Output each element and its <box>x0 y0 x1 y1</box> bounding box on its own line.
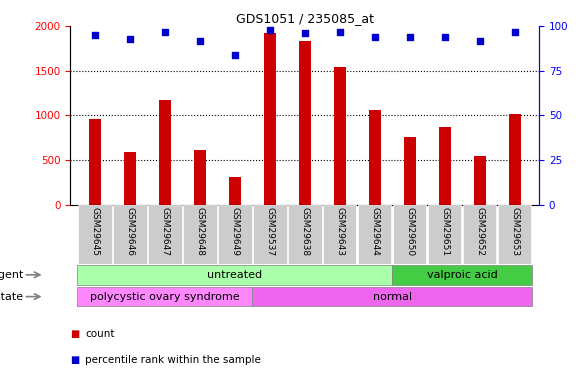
FancyBboxPatch shape <box>463 204 496 264</box>
FancyBboxPatch shape <box>498 204 532 264</box>
Point <box>195 38 205 44</box>
Point <box>300 30 309 36</box>
Text: ■: ■ <box>70 355 80 365</box>
FancyBboxPatch shape <box>77 265 392 285</box>
Point <box>370 34 379 40</box>
Point <box>405 34 414 40</box>
Text: GSM29646: GSM29646 <box>125 207 134 256</box>
Point <box>265 27 274 33</box>
Bar <box>159 100 171 204</box>
Text: normal: normal <box>373 292 412 302</box>
Point <box>440 34 449 40</box>
Text: untreated: untreated <box>207 270 263 280</box>
Bar <box>229 177 241 204</box>
Text: ■: ■ <box>70 329 80 339</box>
Point <box>510 28 519 34</box>
Bar <box>124 152 136 204</box>
FancyBboxPatch shape <box>288 204 322 264</box>
Text: GSM29651: GSM29651 <box>440 207 449 256</box>
FancyBboxPatch shape <box>183 204 217 264</box>
Text: agent: agent <box>0 270 23 280</box>
Text: disease state: disease state <box>0 292 23 302</box>
Point <box>90 32 100 38</box>
Text: GSM29644: GSM29644 <box>370 207 379 256</box>
FancyBboxPatch shape <box>392 265 532 285</box>
Bar <box>404 137 416 204</box>
Bar <box>264 33 276 204</box>
Bar <box>333 67 346 204</box>
FancyBboxPatch shape <box>358 204 391 264</box>
Bar <box>193 150 206 204</box>
FancyBboxPatch shape <box>218 204 251 264</box>
Text: percentile rank within the sample: percentile rank within the sample <box>85 355 261 365</box>
Text: GSM29648: GSM29648 <box>195 207 205 256</box>
FancyBboxPatch shape <box>148 204 182 264</box>
Text: GSM29649: GSM29649 <box>230 207 239 256</box>
Text: GSM29643: GSM29643 <box>335 207 344 256</box>
Text: GSM29537: GSM29537 <box>265 207 274 256</box>
Text: GSM29650: GSM29650 <box>405 207 414 256</box>
Text: count: count <box>85 329 114 339</box>
Point <box>125 36 134 42</box>
Text: GSM29652: GSM29652 <box>475 207 484 256</box>
Bar <box>369 110 381 204</box>
Bar <box>438 127 451 204</box>
FancyBboxPatch shape <box>393 204 427 264</box>
Bar <box>473 156 486 204</box>
Text: GSM29647: GSM29647 <box>161 207 169 256</box>
Point <box>230 52 240 58</box>
Text: GSM29645: GSM29645 <box>90 207 99 256</box>
Text: polycystic ovary syndrome: polycystic ovary syndrome <box>90 292 240 302</box>
Text: GSM29638: GSM29638 <box>300 207 309 256</box>
FancyBboxPatch shape <box>428 204 461 264</box>
Title: GDS1051 / 235085_at: GDS1051 / 235085_at <box>236 12 374 25</box>
FancyBboxPatch shape <box>253 204 287 264</box>
Point <box>160 28 169 34</box>
Bar <box>509 114 521 204</box>
Text: valproic acid: valproic acid <box>427 270 498 280</box>
FancyBboxPatch shape <box>78 204 111 264</box>
FancyBboxPatch shape <box>113 204 146 264</box>
Text: GSM29653: GSM29653 <box>510 207 519 256</box>
FancyBboxPatch shape <box>77 287 252 306</box>
Point <box>335 28 345 34</box>
FancyBboxPatch shape <box>323 204 356 264</box>
FancyBboxPatch shape <box>252 287 532 306</box>
Point <box>475 38 485 44</box>
Bar <box>88 119 101 204</box>
Bar <box>299 40 311 204</box>
